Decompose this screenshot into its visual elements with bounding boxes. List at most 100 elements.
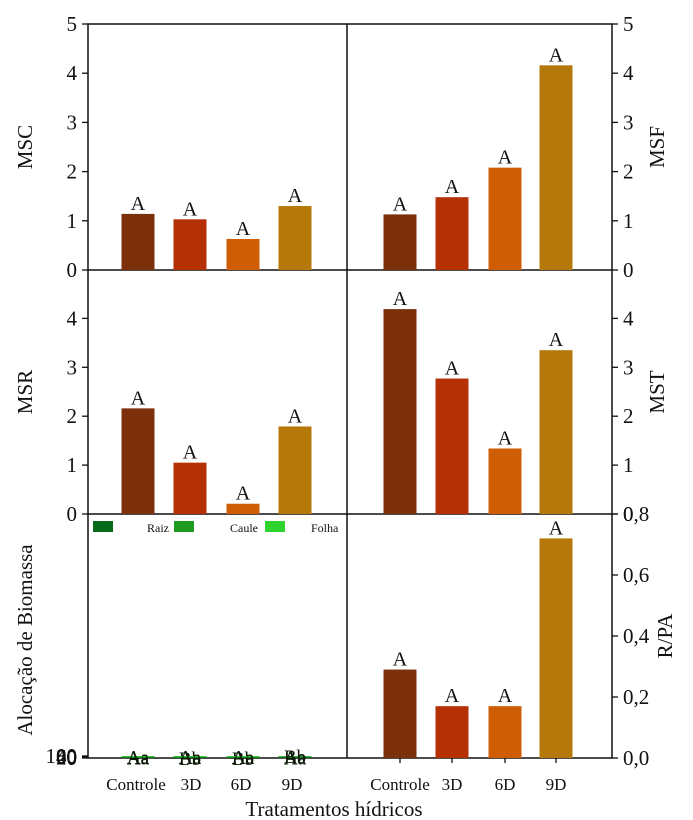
msr-sig-label-3d: A <box>183 442 198 464</box>
msr-sig-label-controle: A <box>131 387 146 409</box>
msr-bar-9d <box>278 426 312 514</box>
r-pa-sig-label-3d: A <box>445 685 460 707</box>
alocacao-bar-3d-caule <box>173 756 207 758</box>
r-pa-sig-label-9d: A <box>549 517 564 539</box>
alocacao-bar-controle-caule <box>121 756 155 758</box>
msc-bar-9d <box>278 206 312 270</box>
r-pa-ytick-label-0: 0,0 <box>623 746 649 770</box>
msc-ytick-label-5: 5 <box>67 12 78 36</box>
alocacao-ytick-label-1: 20 <box>56 746 77 770</box>
mst-ytick-label-2: 2 <box>623 404 634 428</box>
alocacao-y-axis-label: Alocação de Biomassa <box>13 544 37 736</box>
alocacao-bar-controle-raiz <box>121 757 155 758</box>
x-tick-left-9d: 9D <box>282 775 303 794</box>
mst-sig-label-controle: A <box>393 288 408 310</box>
r-pa-bar-3d <box>435 706 469 758</box>
msc-sig-label-controle: A <box>131 193 146 215</box>
chart-axes: 012345MSC012345MSF01234MSR01234MST020406… <box>13 12 677 770</box>
alocacao-label-controle-folha: Aa <box>127 747 150 768</box>
alocacao-bar-controle-folha <box>121 755 155 757</box>
alocacao-ytick-label-0: 0 <box>67 746 78 770</box>
alocacao-label-3d-folha: Aa <box>179 747 202 768</box>
r-pa-ytick-label-1: 0,2 <box>623 685 649 709</box>
msc-ytick-label-3: 3 <box>67 110 78 134</box>
x-axis-title: Tratamentos hídricos <box>245 797 422 820</box>
mst-bar-controle <box>383 309 417 514</box>
r-pa-ytick-label-3: 0,6 <box>623 563 649 587</box>
msf-bar-3d <box>435 197 469 270</box>
msf-bar-9d <box>539 65 573 270</box>
msc-bar-6d <box>226 239 260 270</box>
msc-sig-label-9d: A <box>288 185 303 207</box>
x-tick-left-6d: 6D <box>231 775 252 794</box>
r-pa-bar-controle <box>383 669 417 758</box>
r-pa-sig-label-controle: A <box>393 649 408 671</box>
alocacao-ytick-label-3: 60 <box>56 745 77 769</box>
msc-sig-label-3d: A <box>183 198 198 220</box>
msr-bar-3d <box>173 462 207 514</box>
r-pa-ytick-label-4: 0,8 <box>623 502 649 526</box>
x-tick-left-3d: 3D <box>181 775 202 794</box>
msr-bar-6d <box>226 503 260 514</box>
r-pa-bar-6d <box>488 706 522 758</box>
msc-bar-controle <box>121 213 155 270</box>
msf-ytick-label-3: 3 <box>623 110 634 134</box>
r-pa-sig-label-6d: A <box>498 685 513 707</box>
msr-sig-label-6d: A <box>236 483 251 505</box>
alocacao-ytick-label-4: 80 <box>56 744 77 768</box>
mst-sig-label-3d: A <box>445 358 460 380</box>
msf-ytick-label-2: 2 <box>623 160 634 184</box>
legend-label-folha: Folha <box>311 521 339 535</box>
mst-bar-9d <box>539 350 573 514</box>
x-tick-left-controle: Controle <box>106 775 166 794</box>
legend-swatch-folha <box>265 521 285 532</box>
msf-sig-label-controle: A <box>393 193 408 215</box>
mst-sig-label-9d: A <box>549 329 564 351</box>
legend-label-caule: Caule <box>230 521 258 535</box>
legend-label-raiz: Raiz <box>147 521 169 535</box>
r-pa-y-axis-label: R/PA <box>653 613 677 659</box>
r-pa-ytick-label-2: 0,4 <box>623 624 650 648</box>
alocacao-ytick-label-2: 40 <box>56 745 77 769</box>
msf-sig-label-9d: A <box>549 44 564 66</box>
msf-bar-6d <box>488 167 522 270</box>
msr-ytick-label-3: 3 <box>67 355 78 379</box>
r-pa-bar-9d <box>539 538 573 758</box>
msf-sig-label-3d: A <box>445 176 460 198</box>
msr-ytick-label-2: 2 <box>67 404 78 428</box>
mst-bar-3d <box>435 378 469 514</box>
mst-ytick-label-1: 1 <box>623 453 634 477</box>
mst-y-axis-label: MST <box>645 370 669 413</box>
msc-ytick-label-1: 1 <box>67 209 78 233</box>
msr-ytick-label-1: 1 <box>67 453 78 477</box>
msc-ytick-label-4: 4 <box>67 61 78 85</box>
msc-y-axis-label: MSC <box>13 125 37 169</box>
msc-sig-label-6d: A <box>236 218 251 240</box>
alocacao-label-6d-folha: Aa <box>232 747 255 768</box>
alocacao-bar-6d-folha <box>226 755 260 757</box>
x-tick-right-3d: 3D <box>442 775 463 794</box>
x-tick-right-6d: 6D <box>495 775 516 794</box>
msf-ytick-label-4: 4 <box>623 61 634 85</box>
mst-ytick-label-4: 4 <box>623 306 634 330</box>
msf-ytick-label-0: 0 <box>623 258 634 282</box>
mst-bar-6d <box>488 448 522 514</box>
mst-ytick-label-0: 0 <box>623 502 634 526</box>
alocacao-bar-3d-folha <box>173 755 207 757</box>
msc-ytick-label-0: 0 <box>67 258 78 282</box>
alocacao-bar-9d-raiz <box>278 757 312 758</box>
legend-swatch-caule <box>174 521 194 532</box>
msr-ytick-label-0: 0 <box>67 502 78 526</box>
msf-sig-label-6d: A <box>498 147 513 169</box>
legend-swatch-raiz <box>93 521 113 532</box>
alocacao-bar-9d-caule <box>278 756 312 758</box>
alocacao-ytick-label-5: 100 <box>46 744 78 768</box>
msf-y-axis-label: MSF <box>645 126 669 168</box>
msf-ytick-label-5: 5 <box>623 12 634 36</box>
x-tick-right-9d: 9D <box>546 775 567 794</box>
mst-ytick-label-3: 3 <box>623 355 634 379</box>
msc-ytick-label-2: 2 <box>67 160 78 184</box>
msr-bar-controle <box>121 408 155 514</box>
msf-bar-controle <box>383 214 417 270</box>
